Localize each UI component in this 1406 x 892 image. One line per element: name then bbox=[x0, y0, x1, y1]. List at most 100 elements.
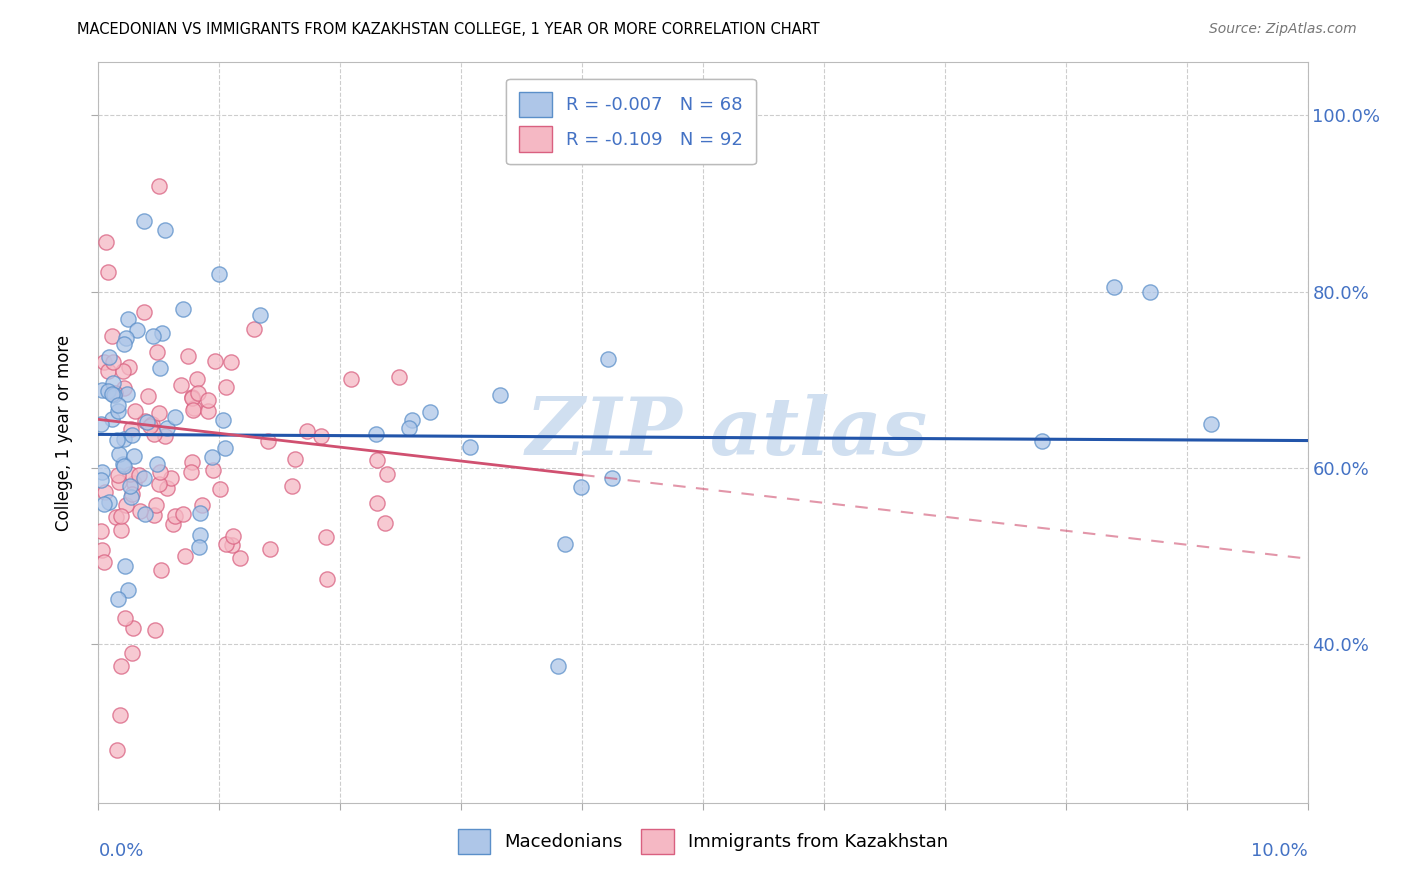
Point bbox=[256, 434, 278, 449]
Point bbox=[259, 541, 281, 556]
Point bbox=[110, 659, 132, 673]
Point bbox=[162, 517, 184, 532]
Point bbox=[170, 377, 193, 392]
Point bbox=[284, 451, 307, 466]
Point bbox=[107, 591, 129, 606]
Point bbox=[388, 369, 411, 384]
Point bbox=[172, 302, 194, 317]
Point bbox=[100, 412, 122, 426]
Point bbox=[132, 305, 155, 319]
Y-axis label: College, 1 year or more: College, 1 year or more bbox=[55, 334, 73, 531]
Point bbox=[115, 387, 138, 401]
Point bbox=[145, 498, 167, 512]
Point bbox=[107, 467, 129, 482]
Point bbox=[149, 361, 172, 376]
Point bbox=[188, 528, 211, 542]
Point bbox=[103, 388, 125, 402]
Point bbox=[96, 235, 118, 250]
Point bbox=[90, 417, 112, 431]
Point bbox=[115, 498, 138, 512]
Point bbox=[148, 406, 170, 420]
Point bbox=[112, 337, 135, 351]
Point bbox=[117, 360, 139, 375]
Point bbox=[208, 267, 231, 281]
Point bbox=[180, 391, 202, 405]
Point bbox=[121, 647, 143, 661]
Point bbox=[124, 449, 146, 463]
Text: 10.0%: 10.0% bbox=[1251, 842, 1308, 860]
Point bbox=[142, 328, 165, 343]
Point bbox=[90, 524, 112, 539]
Point bbox=[105, 743, 128, 757]
Point bbox=[163, 508, 186, 523]
Point bbox=[97, 350, 120, 364]
Point bbox=[97, 265, 120, 279]
Point bbox=[107, 404, 129, 418]
Point bbox=[214, 442, 236, 456]
Point bbox=[547, 659, 569, 673]
Point bbox=[120, 467, 142, 482]
Point bbox=[160, 471, 183, 485]
Point bbox=[153, 429, 176, 443]
Point bbox=[242, 322, 264, 336]
Point bbox=[1102, 280, 1125, 294]
Point bbox=[152, 326, 174, 341]
Point bbox=[221, 538, 243, 552]
Point bbox=[129, 504, 152, 518]
Point bbox=[419, 405, 441, 419]
Point bbox=[156, 421, 179, 435]
Point bbox=[146, 345, 169, 359]
Point bbox=[458, 441, 481, 455]
Point bbox=[204, 354, 226, 368]
Point bbox=[104, 509, 127, 524]
Point bbox=[172, 507, 194, 521]
Point bbox=[297, 424, 319, 438]
Point bbox=[180, 454, 202, 468]
Point bbox=[315, 530, 337, 544]
Point bbox=[112, 459, 135, 474]
Point bbox=[132, 471, 155, 485]
Point bbox=[177, 350, 200, 364]
Point bbox=[101, 328, 124, 343]
Point bbox=[148, 178, 170, 193]
Point bbox=[249, 308, 271, 322]
Point bbox=[104, 385, 127, 400]
Point bbox=[108, 475, 131, 489]
Point bbox=[398, 421, 420, 435]
Point bbox=[600, 471, 623, 485]
Text: Source: ZipAtlas.com: Source: ZipAtlas.com bbox=[1209, 22, 1357, 37]
Point bbox=[180, 391, 202, 405]
Point bbox=[215, 380, 238, 394]
Point bbox=[142, 426, 165, 441]
Point bbox=[93, 555, 115, 569]
Point bbox=[191, 498, 214, 512]
Point bbox=[114, 611, 136, 625]
Point bbox=[122, 476, 145, 491]
Point bbox=[145, 623, 167, 637]
Point bbox=[596, 351, 619, 366]
Point bbox=[91, 543, 114, 558]
Point bbox=[97, 384, 120, 398]
Point bbox=[197, 392, 219, 407]
Point bbox=[141, 417, 163, 431]
Point bbox=[228, 551, 250, 566]
Point bbox=[120, 490, 142, 504]
Point bbox=[187, 386, 209, 401]
Point bbox=[1031, 434, 1053, 449]
Point bbox=[93, 355, 115, 369]
Text: ZIP atlas: ZIP atlas bbox=[526, 394, 928, 471]
Point bbox=[186, 372, 208, 386]
Point bbox=[181, 403, 204, 417]
Point bbox=[105, 433, 128, 447]
Point bbox=[281, 478, 304, 492]
Point bbox=[197, 404, 219, 418]
Point bbox=[111, 364, 134, 378]
Point bbox=[174, 549, 197, 564]
Point bbox=[117, 582, 139, 597]
Point bbox=[90, 384, 112, 398]
Point bbox=[208, 483, 231, 497]
Point bbox=[401, 413, 423, 427]
Point bbox=[112, 432, 135, 446]
Point bbox=[569, 480, 592, 494]
Point bbox=[121, 487, 143, 501]
